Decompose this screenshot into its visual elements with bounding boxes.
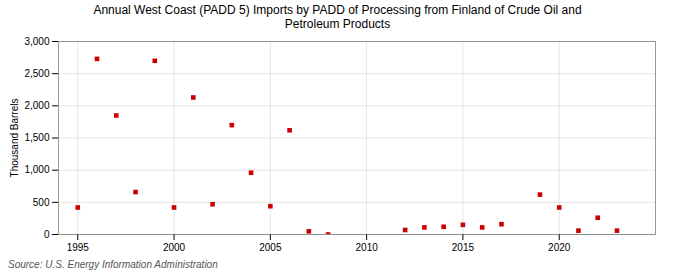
html-text:Source: U.S. Energy Informatio: Source: U.S. Energy Information Administ… xyxy=(8,259,218,270)
svg-text:500: 500 xyxy=(33,197,50,208)
svg-text:1995: 1995 xyxy=(67,242,90,253)
svg-text:2,500: 2,500 xyxy=(24,68,49,79)
svg-text:3,000: 3,000 xyxy=(24,36,49,47)
svg-text:2005: 2005 xyxy=(259,242,282,253)
svg-text:2010: 2010 xyxy=(356,242,379,253)
svg-text:1,000: 1,000 xyxy=(24,164,49,175)
svg-text:2020: 2020 xyxy=(548,242,571,253)
svg-text:0: 0 xyxy=(44,229,50,240)
html-text:Annual West Coast (PADD 5) Imp: Annual West Coast (PADD 5) Imports by PA… xyxy=(93,3,582,31)
svg-text:2,000: 2,000 xyxy=(24,100,49,111)
svg-text:1,500: 1,500 xyxy=(24,132,49,143)
svg-text:Thousand Barrels: Thousand Barrels xyxy=(9,99,20,178)
svg-text:2015: 2015 xyxy=(452,242,475,253)
svg-text:2000: 2000 xyxy=(163,242,186,253)
